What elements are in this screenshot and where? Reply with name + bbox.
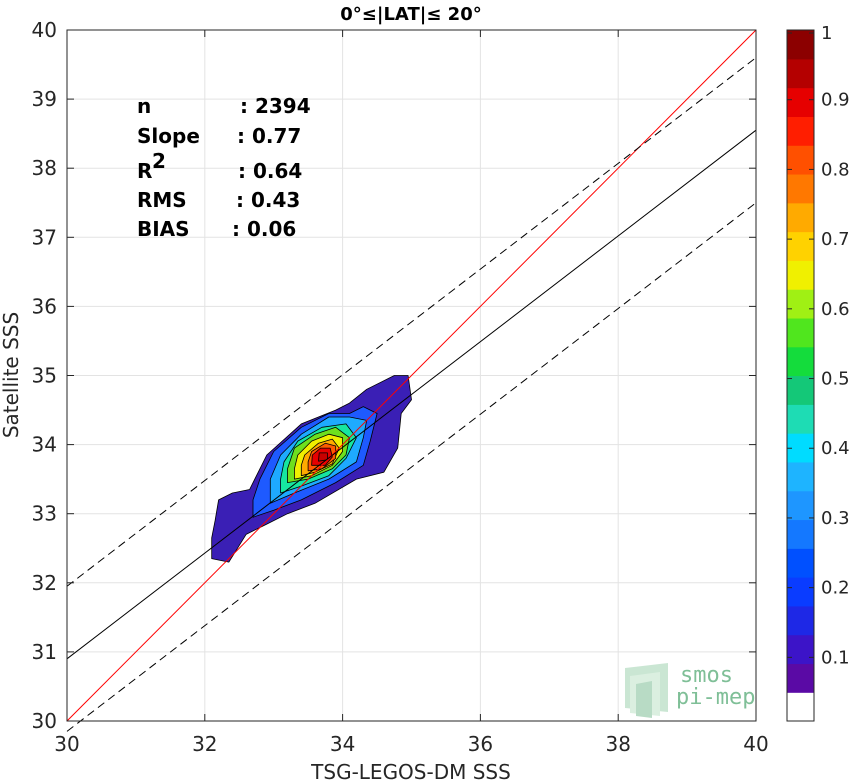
stat-label: n — [137, 94, 151, 118]
smos-pi-mep-logo: smos pi-mep — [625, 663, 755, 718]
colorbar-segment — [787, 519, 814, 549]
contour-fills — [211, 375, 412, 563]
colorbar-segment — [787, 404, 814, 434]
lower-bound-line — [66, 202, 757, 732]
colorbar-segment — [787, 260, 814, 290]
y-tick-label: 33 — [32, 502, 57, 526]
logo-mark-icon — [625, 663, 668, 718]
stat-value: : 0.06 — [232, 217, 296, 241]
colorbar-segment — [787, 461, 814, 492]
x-axis-ticks: 30 32 34 36 38 40 — [54, 30, 769, 756]
chart-title: 0°≤|LAT|≤ 20° — [340, 4, 481, 25]
y-tick-label: 35 — [32, 364, 57, 388]
upper-bound-line — [66, 57, 757, 587]
grid — [66, 29, 757, 722]
colorbar-tick-label: 0.2 — [821, 578, 850, 599]
stat-label-superscript: 2 — [152, 149, 166, 173]
y-axis-ticks: 30 31 32 33 34 35 36 37 38 39 40 — [32, 18, 756, 733]
logo-text-line2: pi-mep — [676, 685, 755, 710]
y-axis-label: Satellite SSS — [0, 312, 23, 438]
colorbar-tick-label: 0.1 — [821, 647, 850, 668]
x-tick-label: 34 — [330, 732, 355, 756]
colorbar-tick-label: 0.6 — [821, 299, 850, 320]
colorbar-frame — [786, 29, 815, 722]
colorbar-tick-label: 0.3 — [821, 508, 850, 529]
stat-value: : 0.64 — [238, 159, 302, 183]
logo-text-line1: smos — [680, 663, 733, 688]
colorbar-segment — [787, 346, 814, 377]
colorbar-segment — [787, 634, 814, 665]
y-tick-label: 36 — [32, 294, 57, 318]
colorbar-ticks: 0.1 0.2 0.3 0.4 0.5 0.6 0.7 0.8 0.9 1 — [787, 23, 850, 668]
y-tick-label: 31 — [32, 640, 57, 664]
x-tick-label: 30 — [54, 732, 79, 756]
y-tick-label: 38 — [32, 156, 57, 180]
reference-lines — [66, 29, 757, 732]
identity-line — [66, 29, 757, 722]
colorbar-segment — [787, 317, 814, 348]
y-tick-label: 37 — [32, 225, 57, 249]
contour-level-9 — [318, 452, 328, 462]
colorbar-segment — [787, 577, 814, 607]
stat-value: : 2394 — [240, 94, 311, 118]
colorbar — [787, 30, 814, 722]
colorbar-segment — [787, 173, 814, 204]
colorbar-tick-label: 0.4 — [821, 438, 850, 459]
y-tick-label: 34 — [32, 433, 57, 457]
x-tick-label: 36 — [468, 732, 493, 756]
stat-value: : 0.77 — [237, 124, 301, 148]
stats-box: n : 2394 Slope : 0.77 R 2 : 0.64 RMS : 0.43 BIAS:… — [137, 94, 311, 241]
colorbar-segment — [787, 58, 814, 89]
y-tick-label: 39 — [32, 87, 57, 111]
colorbar-segment — [787, 375, 814, 405]
colorbar-segment — [787, 490, 814, 521]
stat-label: BIAS — [137, 217, 190, 241]
x-tick-label: 32 — [192, 732, 217, 756]
stat-label: Slope — [137, 124, 200, 148]
x-axis-label: TSG-LEGOS-DM SSS — [310, 760, 511, 784]
colorbar-tick-label: 0.8 — [821, 159, 850, 180]
stat-label: RMS — [137, 188, 187, 212]
colorbar-segment — [787, 289, 814, 319]
x-tick-label: 38 — [605, 732, 630, 756]
colorbar-tick-label: 0.5 — [821, 369, 850, 390]
stat-value: : 0.43 — [236, 188, 300, 212]
regression-line — [66, 129, 757, 660]
y-tick-label: 30 — [32, 709, 57, 733]
colorbar-tick-label: 0.7 — [821, 229, 850, 250]
colorbar-segment — [787, 30, 814, 60]
colorbar-tick-label: 0.9 — [821, 90, 850, 111]
colorbar-segment — [787, 87, 814, 117]
stat-label: R — [137, 159, 152, 183]
colorbar-segment — [787, 692, 814, 722]
colorbar-segment — [787, 231, 814, 261]
colorbar-segment — [787, 145, 814, 175]
colorbar-segment — [787, 548, 814, 578]
colorbar-tick-label: 1 — [821, 23, 832, 44]
colorbar-segment — [787, 663, 814, 693]
colorbar-segment — [787, 605, 814, 636]
x-tick-label: 40 — [743, 732, 768, 756]
colorbar-segment — [787, 116, 814, 146]
y-tick-label: 32 — [32, 571, 57, 595]
colorbar-segment — [787, 202, 814, 233]
y-tick-label: 40 — [32, 18, 57, 42]
